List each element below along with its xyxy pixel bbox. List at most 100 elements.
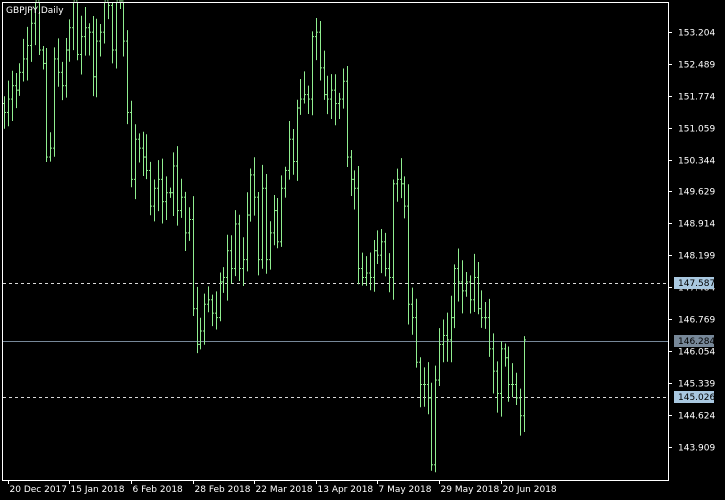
price-bar bbox=[38, 0, 41, 56]
price-bar bbox=[469, 275, 472, 314]
price-bar bbox=[76, 0, 79, 61]
price-bar bbox=[122, 0, 125, 57]
price-bar bbox=[26, 26, 29, 81]
price-bar bbox=[373, 240, 376, 292]
level-label-text: 147.587 bbox=[678, 279, 715, 289]
price-bar bbox=[249, 168, 252, 222]
price-bar bbox=[350, 150, 353, 197]
price-bar bbox=[465, 271, 468, 297]
price-bar bbox=[450, 295, 453, 363]
price-bar bbox=[180, 178, 183, 218]
level-label-box bbox=[674, 335, 714, 347]
price-bar bbox=[142, 131, 145, 176]
price-bar bbox=[246, 192, 249, 272]
price-bar bbox=[88, 23, 91, 56]
price-bar bbox=[403, 176, 406, 219]
price-bar bbox=[284, 166, 287, 198]
price-bar bbox=[365, 256, 368, 286]
price-bar bbox=[203, 293, 206, 345]
price-bar bbox=[442, 319, 445, 363]
time-tick-label: 29 May 2018 bbox=[441, 485, 500, 495]
price-bar bbox=[226, 234, 229, 301]
price-bar bbox=[119, 0, 122, 10]
level-label-box bbox=[674, 391, 714, 403]
time-tick-label: 22 Mar 2018 bbox=[256, 485, 313, 495]
price-bar bbox=[242, 237, 245, 287]
price-tick-label: 148.914 bbox=[678, 220, 715, 230]
price-bar bbox=[99, 24, 102, 57]
price-bar bbox=[461, 260, 464, 314]
price-bar bbox=[153, 179, 156, 222]
time-tick-label: 6 Feb 2018 bbox=[133, 485, 184, 495]
price-tick-label: 152.489 bbox=[678, 61, 715, 71]
price-bar bbox=[130, 100, 133, 188]
price-tick-label: 146.769 bbox=[678, 316, 715, 326]
price-bar bbox=[11, 70, 14, 121]
price-bar bbox=[211, 294, 214, 327]
price-bar bbox=[515, 372, 518, 406]
price-bar bbox=[215, 291, 218, 330]
price-bar bbox=[273, 195, 276, 246]
price-bar bbox=[396, 168, 399, 202]
price-bar bbox=[115, 0, 118, 69]
level-labels: 147.587 146.284 145.026 bbox=[674, 277, 715, 403]
level-label-box bbox=[674, 277, 714, 289]
price-bar bbox=[457, 248, 460, 302]
time-axis: 20 Dec 2017 15 Jan 2018 6 Feb 2018 28 Feb 2… bbox=[8, 480, 557, 495]
price-tick-label: 153.204 bbox=[678, 29, 715, 39]
price-bar bbox=[384, 232, 387, 277]
price-bar bbox=[380, 229, 383, 274]
price-bar bbox=[234, 210, 237, 277]
price-bar bbox=[92, 16, 95, 97]
price-bar bbox=[169, 187, 172, 198]
price-bar bbox=[388, 253, 391, 293]
price-bar bbox=[15, 73, 18, 109]
price-bar bbox=[511, 363, 514, 398]
price-bar bbox=[72, 0, 75, 51]
price-bar bbox=[45, 47, 48, 163]
price-bar bbox=[3, 96, 6, 129]
price-bar bbox=[238, 214, 241, 281]
time-tick-label: 20 Dec 2017 bbox=[10, 485, 68, 495]
price-bar bbox=[319, 20, 322, 81]
price-bar bbox=[165, 176, 168, 220]
price-bar bbox=[84, 7, 87, 56]
price-bar bbox=[315, 17, 318, 61]
price-bar bbox=[103, 0, 106, 44]
price-bar bbox=[196, 286, 199, 354]
chart-title: GBPJPY,Daily bbox=[6, 6, 64, 16]
price-bar bbox=[219, 272, 222, 322]
price-tick-label: 151.059 bbox=[678, 125, 715, 135]
price-tick-label: 150.344 bbox=[678, 157, 715, 167]
price-bar bbox=[261, 164, 264, 269]
price-bar bbox=[95, 18, 98, 98]
price-bar bbox=[504, 343, 507, 367]
level-lines bbox=[3, 283, 668, 398]
price-bar bbox=[134, 124, 137, 200]
price-bar bbox=[346, 65, 349, 168]
price-bar bbox=[496, 361, 499, 413]
price-tick-label: 143.909 bbox=[678, 444, 715, 454]
price-bar bbox=[438, 328, 441, 387]
time-tick-label: 28 Feb 2018 bbox=[195, 485, 251, 495]
price-tick-label: 149.629 bbox=[678, 188, 715, 198]
price-bar bbox=[430, 382, 433, 471]
price-bar bbox=[276, 198, 279, 249]
price-bar bbox=[126, 30, 129, 125]
price-bar bbox=[400, 158, 403, 199]
price-bar bbox=[172, 152, 175, 216]
price-bar bbox=[369, 252, 372, 291]
price-bar bbox=[446, 312, 449, 362]
price-bar bbox=[80, 15, 83, 75]
price-bar bbox=[111, 3, 114, 64]
price-bar bbox=[427, 362, 430, 415]
price-bar bbox=[265, 174, 268, 274]
price-bar bbox=[407, 184, 410, 325]
price-bar bbox=[484, 301, 487, 329]
price-tick-label: 144.624 bbox=[678, 412, 715, 422]
price-bars bbox=[3, 0, 526, 473]
price-bar bbox=[192, 196, 195, 316]
price-bar bbox=[65, 37, 68, 98]
